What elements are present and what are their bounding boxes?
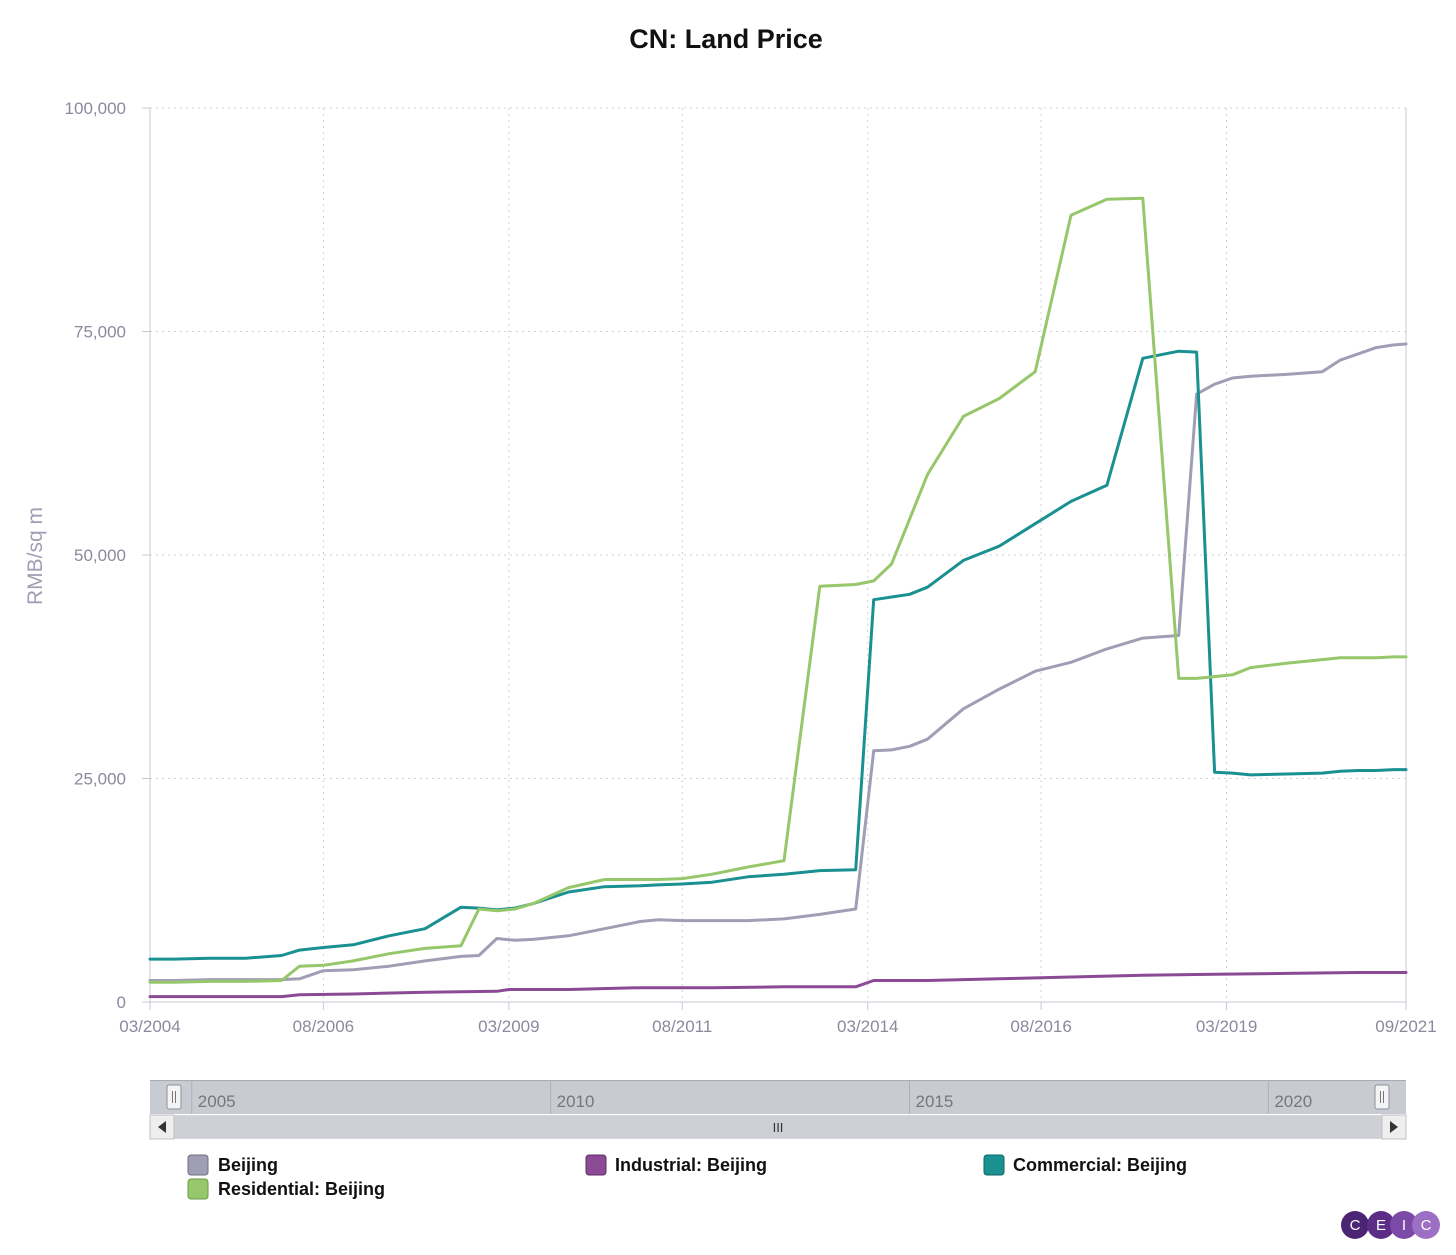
x-tick-label: 08/2006 xyxy=(293,1017,354,1036)
scroll-left-arrow-icon xyxy=(158,1121,166,1133)
x-tick-label: 09/2021 xyxy=(1375,1017,1436,1036)
legend-label-commercial: Commercial: Beijing xyxy=(1013,1155,1187,1175)
axes xyxy=(149,108,1407,1003)
navigator-scrollbar-thumb[interactable] xyxy=(174,1116,1382,1138)
logo-letter-4: C xyxy=(1421,1217,1432,1234)
legend-item-commercial[interactable]: Commercial: Beijing xyxy=(983,1154,1187,1176)
navigator-year-label: 2020 xyxy=(1274,1092,1312,1111)
legend-label-residential: Residential: Beijing xyxy=(218,1179,385,1199)
legend-swatch-commercial xyxy=(983,1154,1005,1176)
ceic-logo: C E I C xyxy=(1341,1211,1440,1239)
logo-letter-1: C xyxy=(1350,1217,1361,1234)
legend-swatch-beijing xyxy=(187,1154,209,1176)
gridlines xyxy=(150,107,1406,1002)
legend: Beijing Industrial: Beijing Commercial: … xyxy=(187,1154,1187,1200)
series-line-commercial-beijing xyxy=(148,349,1408,961)
legend-label-beijing: Beijing xyxy=(218,1155,278,1175)
legend-label-industrial: Industrial: Beijing xyxy=(615,1155,767,1175)
x-tick-label: 08/2016 xyxy=(1010,1017,1071,1036)
navigator-top-border xyxy=(150,1080,1406,1081)
y-tick-label: 50,000 xyxy=(74,546,126,565)
scrollbar-grip-icon[interactable]: III xyxy=(773,1120,784,1135)
range-navigator[interactable]: 2005 2010 2015 2020 III xyxy=(149,1080,1407,1140)
y-tick-labels: 0 25,000 50,000 75,000 100,000 xyxy=(65,99,150,1012)
navigator-right-handle[interactable] xyxy=(1374,1084,1390,1110)
logo-letter-2: E xyxy=(1376,1217,1386,1234)
x-tick-label: 03/2019 xyxy=(1196,1017,1257,1036)
legend-swatch-industrial xyxy=(585,1154,607,1176)
navigator-year-label: 2010 xyxy=(557,1092,595,1111)
x-tick-label: 03/2014 xyxy=(837,1017,898,1036)
navigator-track xyxy=(150,1080,1406,1114)
series-lines xyxy=(148,196,1408,999)
x-tick-label: 08/2011 xyxy=(652,1017,712,1036)
navigator-year-label: 2015 xyxy=(915,1092,953,1111)
series-line-industrial-beijing xyxy=(148,971,1408,999)
legend-swatch-residential xyxy=(187,1178,209,1200)
x-tick-label: 03/2004 xyxy=(119,1017,180,1036)
logo-letter-3: I xyxy=(1402,1217,1406,1234)
chart-title: CN: Land Price xyxy=(629,24,823,54)
y-tick-label: 25,000 xyxy=(74,770,126,789)
x-tick-labels: 03/2004 08/2006 03/2009 08/2011 03/2014 08/20… xyxy=(119,1002,1437,1036)
y-tick-label: 75,000 xyxy=(74,323,126,342)
navigator-left-handle[interactable] xyxy=(166,1084,182,1110)
x-tick-label: 03/2009 xyxy=(478,1017,539,1036)
legend-item-industrial[interactable]: Industrial: Beijing xyxy=(585,1154,767,1176)
scroll-right-arrow-icon xyxy=(1390,1121,1398,1133)
navigator-year-label: 2005 xyxy=(198,1092,236,1111)
series-line-beijing xyxy=(148,342,1408,982)
legend-item-residential[interactable]: Residential: Beijing xyxy=(187,1178,385,1200)
y-tick-label: 100,000 xyxy=(65,99,126,118)
series-line-residential-beijing xyxy=(148,196,1408,984)
navigator-year-labels: 2005 2010 2015 2020 xyxy=(191,1080,1312,1114)
y-tick-label: 0 xyxy=(117,993,126,1012)
y-axis-label: RMB/sq m xyxy=(24,507,47,605)
legend-item-beijing[interactable]: Beijing xyxy=(187,1154,278,1176)
